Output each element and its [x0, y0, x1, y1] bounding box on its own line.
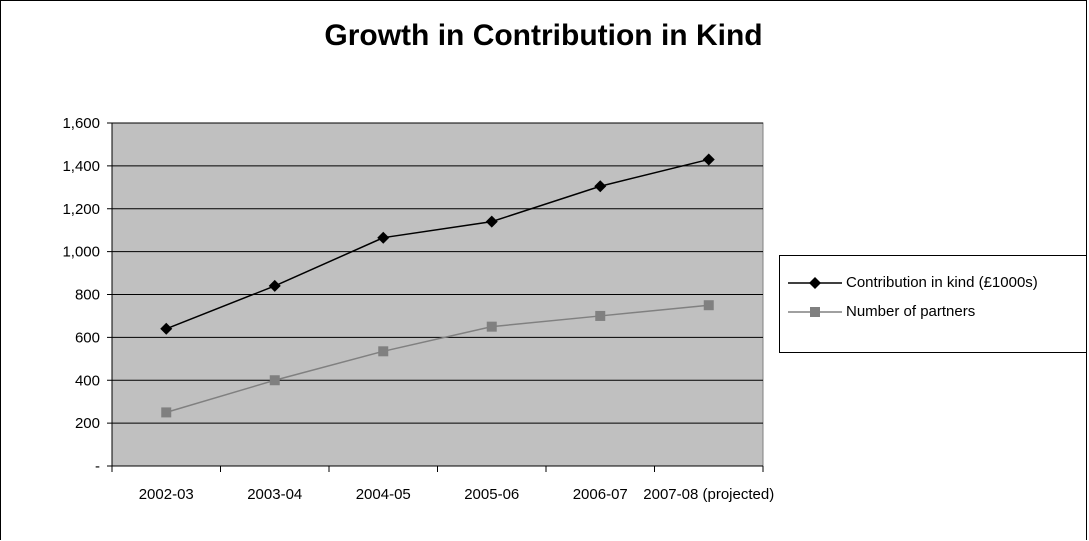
series-line-0: [165, 158, 709, 330]
data-point-diamond: [160, 322, 173, 335]
legend-item-partners: Number of partners: [780, 302, 1086, 322]
data-point-square: [703, 300, 714, 311]
data-point-square: [161, 407, 172, 418]
x-tick-label: 2004-05: [356, 486, 411, 503]
data-point-diamond: [702, 153, 715, 166]
y-tick-label: -: [95, 458, 100, 475]
data-point-diamond: [594, 180, 607, 193]
data-point-diamond: [485, 215, 498, 228]
data-point-diamond: [268, 279, 281, 292]
data-point-square: [269, 375, 280, 386]
x-tick-label: 2003-04: [247, 486, 302, 503]
legend: Contribution in kind (£1000s) Number of …: [779, 255, 1087, 353]
x-tick-label: 2005-06: [464, 486, 519, 503]
x-tick-label: 2007-08 (projected): [643, 486, 774, 503]
legend-swatch-square-icon: [788, 307, 842, 317]
y-tick-label: 1,400: [62, 158, 100, 175]
data-point-diamond: [377, 231, 390, 244]
data-point-square: [595, 310, 606, 321]
data-point-square: [378, 346, 389, 357]
legend-label-contribution: Contribution in kind (£1000s): [846, 274, 1038, 291]
y-tick-label: 800: [75, 287, 100, 304]
y-tick-label: 600: [75, 329, 100, 346]
y-tick-label: 1,200: [62, 201, 100, 218]
legend-label-partners: Number of partners: [846, 303, 976, 320]
chart-title: Growth in Contribution in Kind: [324, 19, 763, 52]
x-tick-label: 2002-03: [139, 486, 194, 503]
y-tick-label: 200: [75, 415, 100, 432]
x-tick-label: 2006-07: [573, 486, 628, 503]
legend-item-contribution: Contribution in kind (£1000s): [780, 273, 1086, 293]
legend-swatch-diamond-icon: [788, 277, 842, 289]
y-tick-label: 1,600: [62, 115, 100, 132]
data-point-square: [486, 321, 497, 332]
plot-area: - 200 400 600 800 1,000 1,200 1,400 1,600 2002-03…: [62, 115, 774, 503]
y-tick-label: 400: [75, 372, 100, 389]
series-line-1: [166, 304, 709, 414]
y-tick-label: 1,000: [62, 244, 100, 261]
